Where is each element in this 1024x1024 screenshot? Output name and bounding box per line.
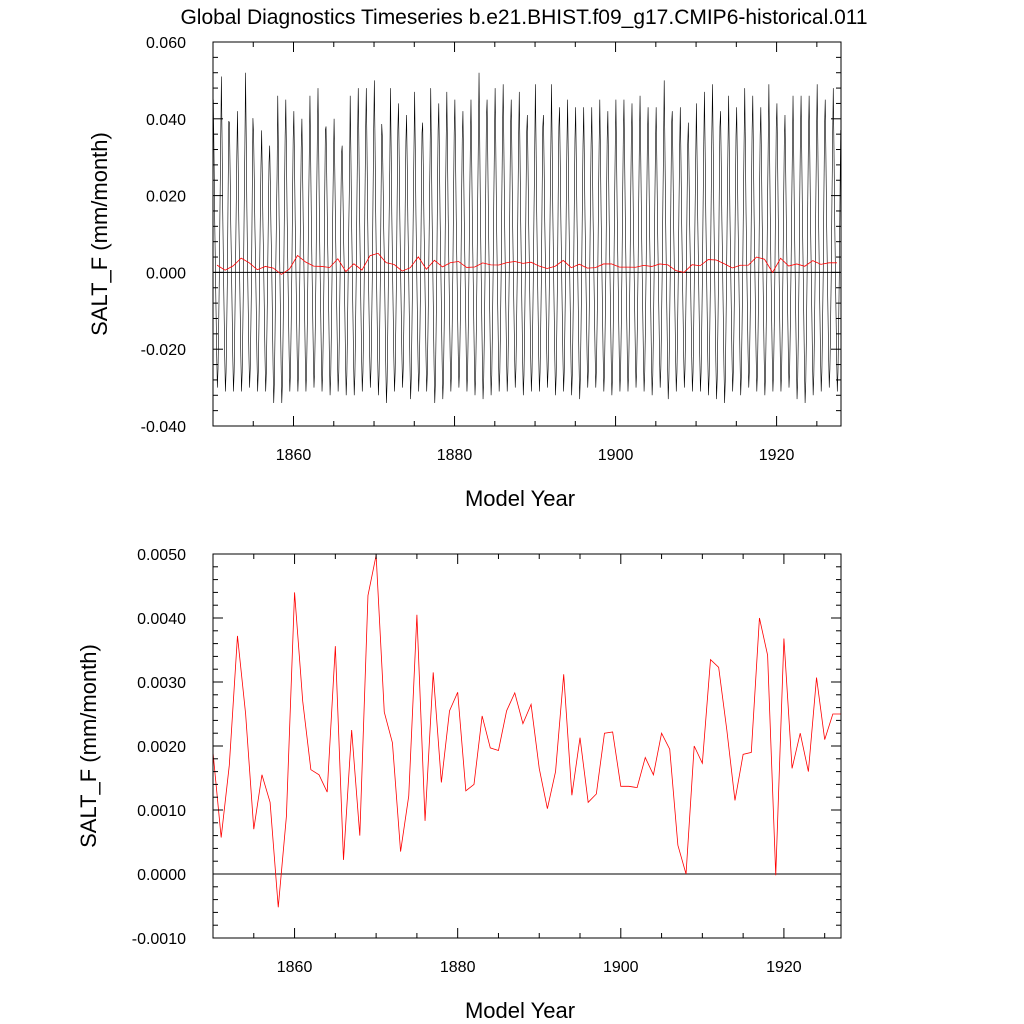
top-y-tick-label: -0.040 <box>141 419 186 436</box>
bottom-plot-marks <box>212 555 841 908</box>
bottom-y-tick-label: 0.0050 <box>137 547 186 564</box>
bottom-y-tick-label: 0.0010 <box>137 803 186 820</box>
top-annual-series-line <box>216 252 837 275</box>
top-plot-frame <box>212 41 842 427</box>
top-y-tick-label: -0.020 <box>141 342 186 359</box>
top-x-tick-label: 1860 <box>276 447 312 464</box>
bottom-y-tick-label: -0.0010 <box>132 931 186 948</box>
top-plot-marks <box>213 72 841 403</box>
bottom-y-tick-label: 0.0040 <box>137 611 186 628</box>
bottom-x-tick-label: 1900 <box>603 959 639 976</box>
top-x-tick-label: 1880 <box>437 447 473 464</box>
top-x-axis-label: Model Year <box>465 486 575 511</box>
top-y-tick-label: 0.060 <box>146 35 186 52</box>
bottom-x-tick-label: 1920 <box>766 959 802 976</box>
figure-title: Global Diagnostics Timeseries b.e21.BHIS… <box>180 6 867 29</box>
bottom-plot-frame <box>212 553 842 939</box>
bottom-x-tick-label: 1860 <box>277 959 313 976</box>
top-y-axis-label: SALT_F (mm/month) <box>87 132 112 336</box>
top-y-tick-label: 0.020 <box>146 189 186 206</box>
top-x-tick-label: 1900 <box>598 447 634 464</box>
bottom-y-tick-label: 0.0000 <box>137 867 186 884</box>
top-monthly-series-line <box>213 72 841 403</box>
bottom-y-tick-label: 0.0030 <box>137 675 186 692</box>
bottom-panel: 1860 1880 1900 1920 -0.0010 0.0000 0.0010 0.002… <box>76 547 842 1023</box>
top-y-tick-label: 0.040 <box>146 112 186 129</box>
top-x-tick-label: 1920 <box>759 447 795 464</box>
bottom-annual-series-line <box>212 555 841 908</box>
bottom-axis-ticks: 1860 1880 1900 1920 -0.0010 0.0000 0.0010 0.002… <box>132 547 841 976</box>
bottom-x-tick-label: 1880 <box>440 959 476 976</box>
bottom-y-tick-label: 0.0020 <box>137 739 186 756</box>
top-axis-ticks: 1860 1880 1900 1920 -0.040 -0.020 0.000 0.020 0.… <box>141 35 841 464</box>
top-panel: 1860 1880 1900 1920 -0.040 -0.020 0.000 0.020 0.… <box>87 35 842 511</box>
top-y-tick-label: 0.000 <box>146 265 186 282</box>
bottom-y-axis-label: SALT_F (mm/month) <box>76 644 101 848</box>
bottom-x-axis-label: Model Year <box>465 998 575 1023</box>
